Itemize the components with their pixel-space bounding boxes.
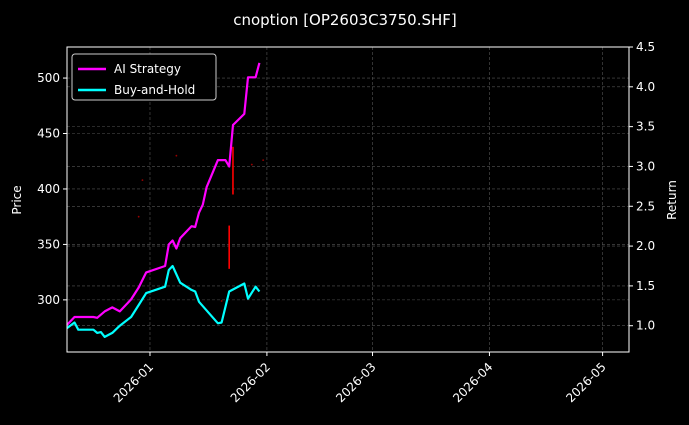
- left-tick-label: 300: [37, 293, 60, 307]
- price-dot: [220, 300, 223, 302]
- right-tick-label: 4.5: [636, 40, 655, 54]
- price-marks: [137, 146, 265, 302]
- price-dot: [141, 179, 144, 181]
- plot-frame: [66, 46, 630, 353]
- x-tick-label: 2026-03: [333, 360, 378, 405]
- right-tick-label: 3.0: [636, 159, 655, 173]
- left-axis-label: Price: [10, 185, 24, 214]
- left-tick-label: 450: [37, 127, 60, 141]
- right-tick-label: 4.0: [636, 80, 655, 94]
- x-tick-label: 2026-01: [111, 360, 156, 405]
- x-tick-label: 2026-05: [563, 360, 608, 405]
- right-tick-label: 2.5: [636, 199, 655, 213]
- left-tick-label: 350: [37, 237, 60, 251]
- chart-title: cnoption [OP2603C3750.SHF]: [233, 11, 457, 29]
- x-tick-label: 2026-04: [450, 360, 495, 405]
- series-line-buy-and-hold: [66, 264, 261, 338]
- left-tick-label: 500: [37, 71, 60, 85]
- series-lines: [66, 62, 261, 338]
- price-dot: [175, 154, 178, 157]
- left-tick-label: 400: [37, 182, 60, 196]
- right-tick-label: 1.5: [636, 279, 655, 293]
- price-dot: [137, 215, 140, 218]
- legend: AI Strategy Buy-and-Hold: [71, 53, 217, 101]
- legend-label-buy-and-hold: Buy-and-Hold: [114, 83, 195, 97]
- legend-label-ai-strategy: AI Strategy: [114, 62, 181, 76]
- x-tick-label: 2026-02: [228, 360, 273, 405]
- right-axis-label: Return: [665, 180, 679, 220]
- right-tick-label: 1.0: [636, 319, 655, 333]
- right-tick-label: 2.0: [636, 239, 655, 253]
- right-tick-label: 3.5: [636, 120, 655, 134]
- price-dot: [250, 163, 253, 166]
- price-dot: [262, 159, 265, 162]
- series-line-ai-strategy: [66, 62, 261, 326]
